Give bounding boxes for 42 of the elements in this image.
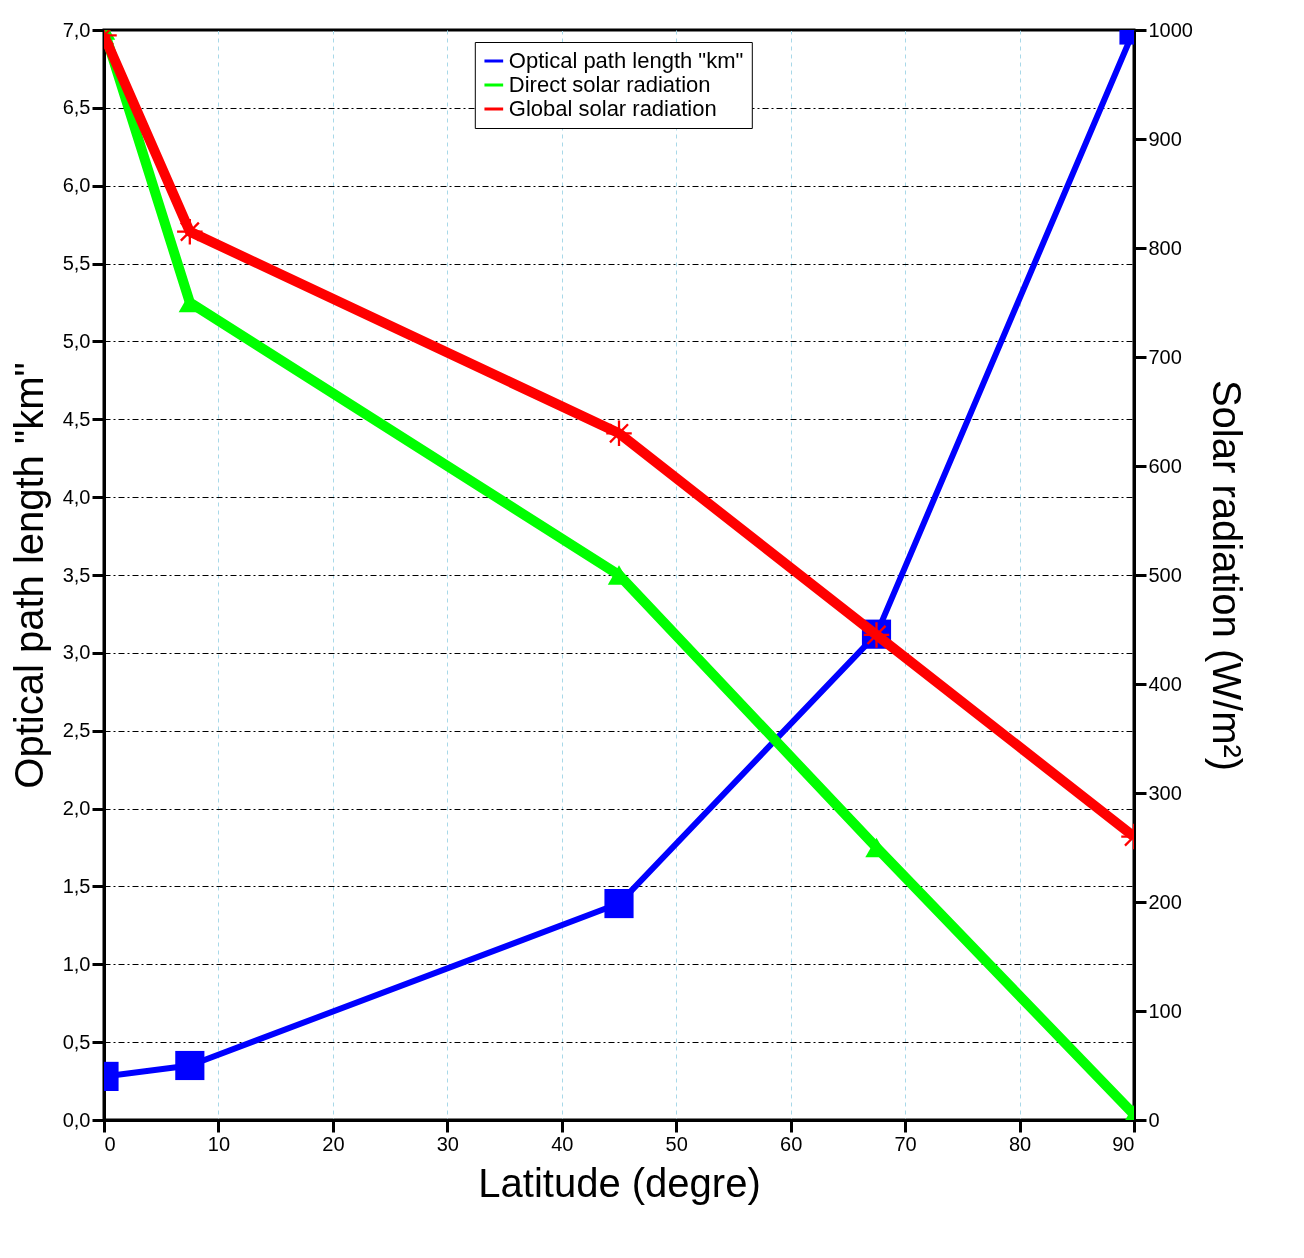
y-tick-label: 4,0 [62, 485, 91, 508]
y-tick-label: 5,0 [62, 329, 91, 352]
y2-axis-title: Solar radiation (W/m²) [1204, 379, 1249, 772]
y-tick-label: 3,5 [62, 563, 91, 586]
x-axis-title: Latitude (degre) [478, 1160, 761, 1205]
x-tick-label: 60 [780, 1132, 803, 1155]
x-tick-label: 50 [665, 1132, 688, 1155]
y2-tick-label: 600 [1148, 454, 1182, 477]
y-tick-label: 6,5 [62, 96, 91, 119]
x-tick-label: 80 [1008, 1132, 1032, 1155]
y2-tick-label: 300 [1148, 781, 1182, 804]
y2-tick-label: 500 [1148, 563, 1182, 586]
y-tick-label: 0,0 [62, 1108, 91, 1131]
x-tick-label: 10 [207, 1132, 231, 1155]
y2-tick-label: 100 [1148, 999, 1182, 1022]
y-axis-title: Optical path length "km" [6, 362, 51, 789]
y-tick-label: 0,5 [62, 1030, 91, 1053]
legend-label: Optical path length "km" [508, 48, 744, 73]
y-tick-label: 6,0 [62, 174, 91, 197]
y-tick-label: 4,5 [62, 407, 91, 430]
y2-tick-label: 400 [1148, 672, 1182, 695]
y2-tick-label: 800 [1148, 236, 1182, 259]
x-tick-label: 0 [104, 1132, 116, 1155]
y-tick-label: 1,0 [62, 952, 91, 975]
x-tick-label: 70 [894, 1132, 917, 1155]
x-tick-label: 30 [436, 1132, 459, 1155]
y2-tick-label: 200 [1148, 890, 1182, 913]
y-tick-label: 2,5 [62, 719, 91, 742]
y-tick-label: 1,5 [62, 874, 91, 897]
y2-tick-label: 900 [1148, 127, 1182, 150]
y2-tick-label: 0 [1148, 1108, 1160, 1131]
x-tick-label: 90 [1112, 1132, 1135, 1155]
y-tick-label: 2,0 [62, 797, 91, 820]
y-tick-label: 7,0 [62, 18, 91, 41]
y-tick-label: 5,5 [62, 252, 91, 275]
x-tick-label: 20 [322, 1132, 345, 1155]
y2-tick-label: 1000 [1148, 18, 1193, 41]
legend-label: Direct solar radiation [508, 72, 711, 97]
x-tick-label: 40 [551, 1132, 574, 1155]
y2-tick-label: 700 [1148, 345, 1182, 368]
y-tick-label: 3,0 [62, 641, 91, 664]
legend-label: Global solar radiation [508, 96, 717, 121]
